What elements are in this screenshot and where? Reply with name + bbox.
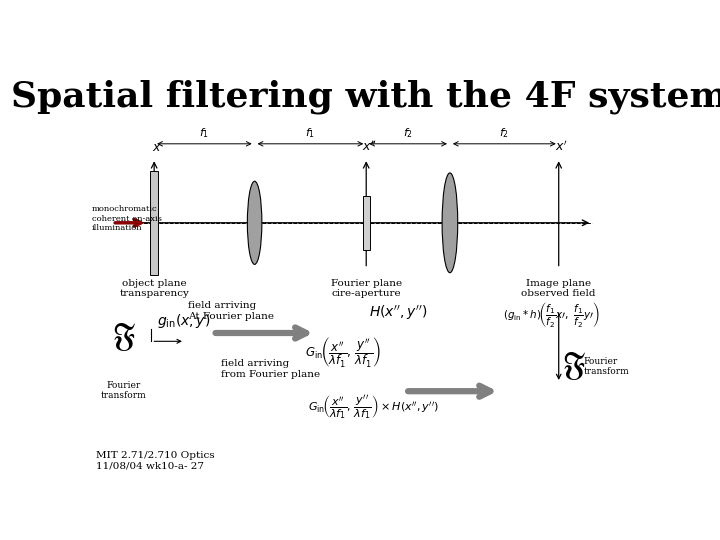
Ellipse shape [248, 181, 262, 265]
Text: $x''$: $x''$ [361, 140, 377, 154]
Text: $f_1$: $f_1$ [199, 127, 210, 140]
Text: $\mathfrak{F}$: $\mathfrak{F}$ [562, 350, 585, 382]
Text: $g_{\mathrm{in}}(x, y)$: $g_{\mathrm{in}}(x, y)$ [157, 312, 210, 330]
Text: $f_1$: $f_1$ [305, 127, 315, 140]
Text: $\left(g_{\mathrm{in}} * h\right)\!\left(\dfrac{f_1}{f_2}x\prime,\ \dfrac{f_1}{f: $\left(g_{\mathrm{in}} * h\right)\!\left… [503, 300, 600, 329]
Text: $\mathfrak{F}$: $\mathfrak{F}$ [112, 321, 135, 353]
Text: $f_2$: $f_2$ [403, 127, 413, 140]
Text: Fourier
transform: Fourier transform [101, 381, 146, 400]
Bar [150, 171, 158, 275]
Text: monochromatic
coherent on-axis
illumination: monochromatic coherent on-axis illuminat… [91, 205, 161, 232]
Text: Fourier plane
cire-aperture: Fourier plane cire-aperture [330, 279, 402, 298]
Text: $G_{\mathrm{in}}\!\left(\dfrac{x^{\prime\prime}}{\lambda f_1},\, \dfrac{y^{\prim: $G_{\mathrm{in}}\!\left(\dfrac{x^{\prime… [307, 393, 438, 422]
Text: MIT 2.71/2.710 Optics
11/08/04 wk10-a- 27: MIT 2.71/2.710 Optics 11/08/04 wk10-a- 2… [96, 451, 215, 470]
Ellipse shape [442, 173, 458, 273]
Text: object plane
transparency: object plane transparency [120, 279, 189, 298]
Text: Image plane
observed field: Image plane observed field [521, 279, 596, 298]
Text: Spatial filtering with the 4F system: Spatial filtering with the 4F system [11, 79, 720, 114]
Text: field arriving
At Fourier plane: field arriving At Fourier plane [188, 301, 274, 321]
Text: $f_2$: $f_2$ [499, 127, 509, 140]
Bar [363, 196, 369, 250]
Text: field arriving
from Fourier plane: field arriving from Fourier plane [221, 359, 320, 379]
Text: $G_{\mathrm{in}}\!\left(\dfrac{x^{\prime\prime}}{\lambda f_1},\, \dfrac{y^{\prim: $G_{\mathrm{in}}\!\left(\dfrac{x^{\prime… [305, 335, 382, 369]
Text: $H(x'', y'')$: $H(x'', y'')$ [369, 304, 428, 322]
Text: Fourier
transform: Fourier transform [584, 356, 629, 376]
Text: $x'$: $x'$ [555, 140, 568, 154]
Text: $x$: $x$ [152, 141, 162, 154]
